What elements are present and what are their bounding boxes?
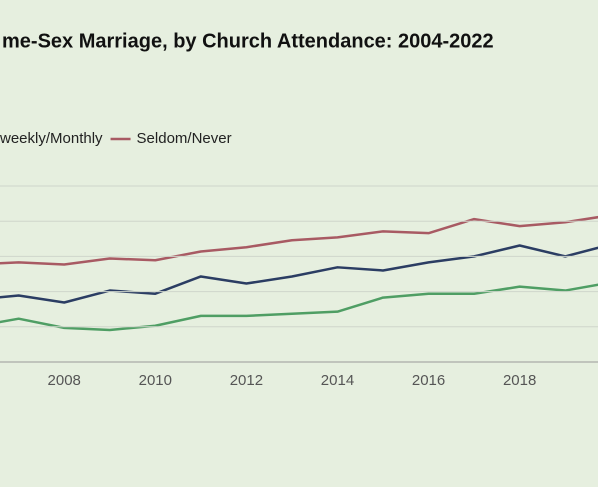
series-line xyxy=(0,215,598,266)
legend-label: weekly/Monthly xyxy=(0,130,103,147)
chart-title: me-Sex Marriage, by Church Attendance: 2… xyxy=(2,30,494,52)
x-tick-label: 2012 xyxy=(230,372,263,389)
series-line xyxy=(0,283,598,332)
plot-area xyxy=(0,215,598,332)
series-line xyxy=(0,244,598,304)
x-tick-label: 2008 xyxy=(48,372,81,389)
x-tick-label: 2016 xyxy=(412,372,445,389)
x-tick-label: 2018 xyxy=(503,372,536,389)
x-tick-label: 2010 xyxy=(139,372,172,389)
legend-label: Seldom/Never xyxy=(137,130,232,147)
x-tick-label: 2014 xyxy=(321,372,354,389)
